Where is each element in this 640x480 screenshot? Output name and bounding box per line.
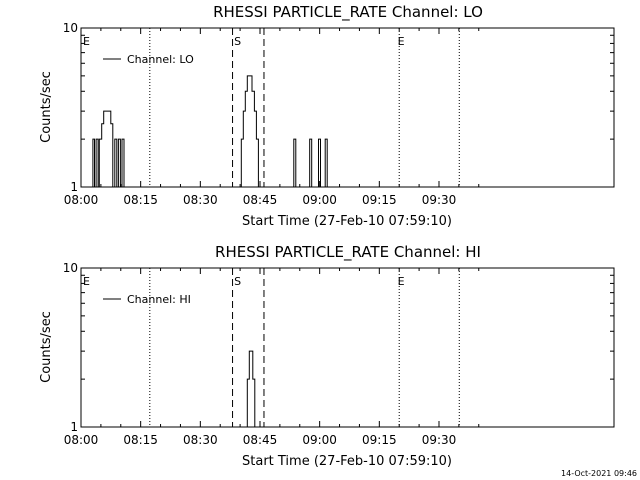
panel-lo-legend-label: Channel: LO xyxy=(127,53,194,66)
footer-timestamp: 14-Oct-2021 09:46 xyxy=(561,469,637,478)
panel-hi-marker-0: E xyxy=(83,275,90,288)
panel-lo-y-label: Counts/sec xyxy=(39,71,54,143)
panel-lo-y-tick-label-0: 1 xyxy=(70,180,78,194)
panel-lo-marker-0: E xyxy=(83,35,90,48)
panel-lo-x-ticks: 08:00 08:15 08:30 08:45 09:00 09:15 09:30 xyxy=(64,28,480,207)
panel-hi-x-label: Start Time (27-Feb-10 07:59:10) xyxy=(242,454,452,469)
panel-lo-x-tick-label-1: 08:15 xyxy=(123,193,158,207)
panel-hi-annotation-lines xyxy=(149,268,460,427)
panel-hi-y-ticks: 1 10 xyxy=(63,261,614,434)
panel-hi-y-tick-label-0: 1 xyxy=(70,420,78,434)
panel-lo-title: RHESSI PARTICLE_RATE Channel: LO xyxy=(213,3,483,22)
panel-lo-legend: Channel: LO xyxy=(103,53,194,66)
panel-hi-plot-frame xyxy=(80,267,615,428)
panel-hi-series-line-0 xyxy=(245,350,257,428)
panel-lo-y-ticks: 1 10 xyxy=(63,21,614,194)
panel-lo: RHESSI PARTICLE_RATE Channel: LO 08:00 08… xyxy=(39,3,615,229)
panel-hi-x-tick-label-2: 08:30 xyxy=(183,433,218,447)
panel-hi-x-ticks: 08:00 08:15 08:30 08:45 09:00 09:15 09:30 xyxy=(64,268,480,447)
panel-hi: RHESSI PARTICLE_RATE Channel: HI 08:00 08… xyxy=(39,243,615,469)
panel-lo-x-label: Start Time (27-Feb-10 07:59:10) xyxy=(242,214,452,229)
panel-lo-x-tick-label-5: 09:15 xyxy=(362,193,397,207)
panel-hi-x-tick-label-4: 09:00 xyxy=(302,433,337,447)
panel-lo-marker-2: E xyxy=(398,35,405,48)
panel-lo-annotation-lines xyxy=(149,28,460,187)
panel-hi-marker-1: S xyxy=(234,275,241,288)
panel-lo-x-tick-label-6: 09:30 xyxy=(422,193,457,207)
panel-hi-x-tick-label-3: 08:45 xyxy=(243,433,278,447)
panel-hi-series xyxy=(245,350,257,428)
panel-lo-x-tick-label-0: 08:00 xyxy=(64,193,99,207)
panel-lo-series xyxy=(90,75,330,188)
panel-lo-y-tick-label-1: 10 xyxy=(63,21,78,35)
panel-hi-y-label: Counts/sec xyxy=(39,311,54,383)
panel-hi-legend: Channel: HI xyxy=(103,293,191,306)
panel-lo-x-tick-label-4: 09:00 xyxy=(302,193,337,207)
panel-lo-x-tick-label-3: 08:45 xyxy=(243,193,278,207)
panel-hi-y-tick-label-1: 10 xyxy=(63,261,78,275)
panel-hi-marker-2: E xyxy=(398,275,405,288)
panel-hi-x-tick-label-6: 09:30 xyxy=(422,433,457,447)
panel-hi-x-tick-label-5: 09:15 xyxy=(362,433,397,447)
panel-hi-legend-label: Channel: HI xyxy=(127,293,191,306)
panel-lo-marker-1: S xyxy=(234,35,241,48)
panel-lo-series-line-0 xyxy=(90,75,330,188)
panel-hi-x-tick-label-0: 08:00 xyxy=(64,433,99,447)
panel-lo-x-tick-label-2: 08:30 xyxy=(183,193,218,207)
panel-hi-x-tick-label-1: 08:15 xyxy=(123,433,158,447)
panel-hi-title: RHESSI PARTICLE_RATE Channel: HI xyxy=(215,243,481,262)
panel-lo-plot-frame xyxy=(80,27,615,188)
